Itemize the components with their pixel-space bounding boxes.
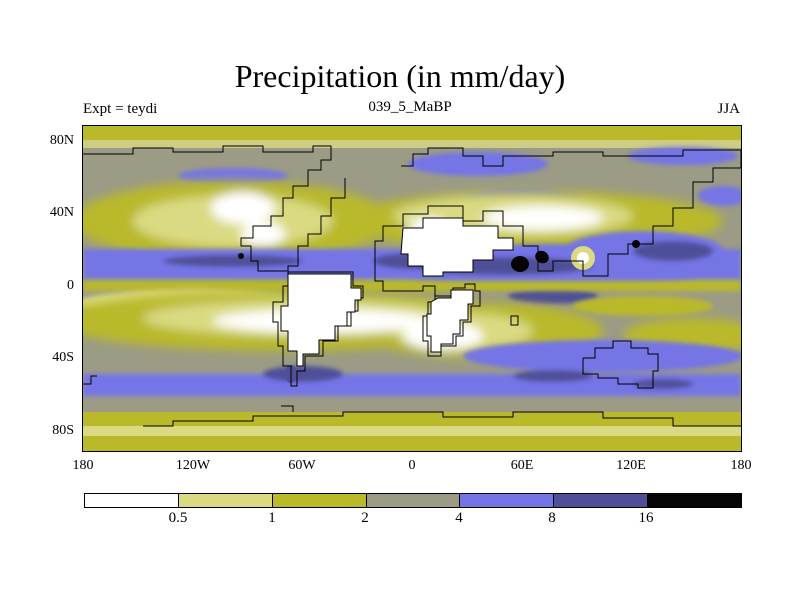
colorbar-label: 0.5 xyxy=(168,510,188,526)
colorbar-segment xyxy=(648,494,742,507)
precip-field xyxy=(83,126,741,451)
band-arctic xyxy=(83,126,741,140)
coastlines xyxy=(83,145,741,427)
y-tick-label: 40N xyxy=(49,205,74,220)
run-label: 039_5_MaBP xyxy=(368,99,452,115)
y-tick-label: 40S xyxy=(52,350,74,365)
x-tick-label: 0 xyxy=(408,458,416,473)
band-antarctic xyxy=(83,412,741,426)
colorbar-segment xyxy=(554,494,649,507)
land-fill xyxy=(280,217,514,367)
x-tick-label: 60W xyxy=(288,458,316,473)
band-antarctic-light xyxy=(83,426,741,436)
x-tick-label: 180 xyxy=(72,458,94,473)
x-tick-label: 60E xyxy=(510,458,534,473)
colorbar-segment xyxy=(85,494,179,507)
x-tick-label: 120E xyxy=(616,458,646,473)
x-tick-label: 120W xyxy=(175,458,211,473)
experiment-label: Expt = teydi xyxy=(83,101,158,117)
band-pole xyxy=(83,436,741,451)
x-tick-label: 180 xyxy=(730,458,752,473)
colorbar-label: 4 xyxy=(455,510,463,526)
colorbar-label: 1 xyxy=(268,510,276,526)
chart-title: Precipitation (in mm/day) xyxy=(234,58,566,94)
colorbar-segment xyxy=(178,494,273,507)
band-arctic-light xyxy=(83,140,741,148)
colorbar-segment xyxy=(272,494,367,507)
y-tick-label: 80N xyxy=(49,133,74,148)
colorbar-label: 16 xyxy=(638,510,654,526)
north-subtropics xyxy=(83,181,723,261)
south-storm-track xyxy=(83,340,741,396)
precipitation-map xyxy=(82,125,742,452)
y-tick-label: 0 xyxy=(67,278,74,293)
y-tick-label: 80S xyxy=(52,423,74,438)
colorbar-segment xyxy=(460,494,555,507)
colorbar-label: 2 xyxy=(361,510,369,526)
season-label: JJA xyxy=(717,101,740,117)
colorbar xyxy=(84,493,742,508)
colorbar-label: 8 xyxy=(548,510,556,526)
colorbar-segment xyxy=(366,494,461,507)
